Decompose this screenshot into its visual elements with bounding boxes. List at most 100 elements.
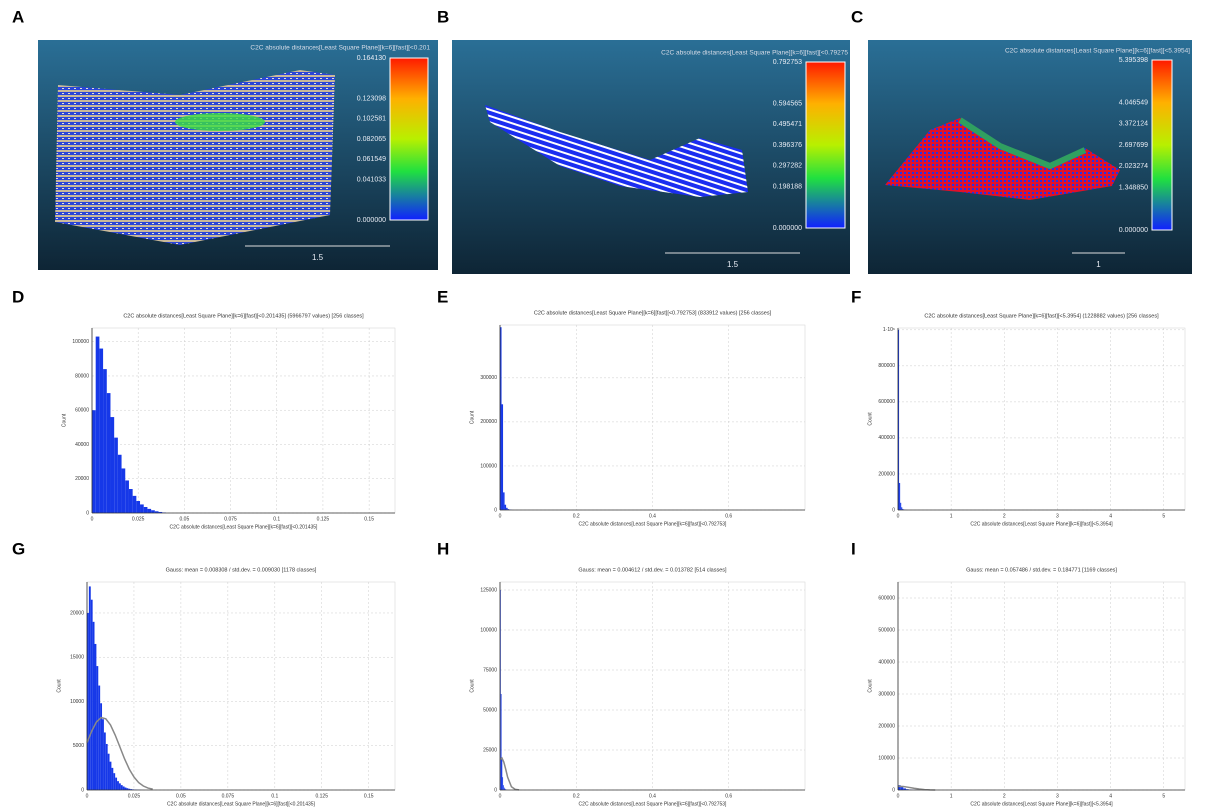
histogram-bar (503, 492, 505, 510)
x-axis-label: C2C absolute distances[Least Square Plan… (167, 801, 315, 807)
y-tick-label: 0 (81, 787, 84, 793)
scale-bar-label: 1.5 (312, 253, 324, 262)
color-bar-label: 3.372124 (1119, 121, 1148, 128)
x-tick-label: 5 (1162, 793, 1165, 799)
x-tick-label: 0.6 (725, 513, 732, 519)
color-bar-label: 0.594565 (773, 100, 802, 107)
color-bar (390, 58, 428, 220)
chart-title: C2C absolute distances[Least Square Plan… (924, 313, 1159, 319)
histogram-bar (140, 504, 144, 513)
x-tick-label: 0.4 (649, 513, 656, 519)
y-axis-label: Count (469, 679, 475, 693)
color-bar-label: 0.102581 (357, 116, 386, 123)
color-bar-label: 5.395398 (1119, 57, 1148, 64)
histogram-bar (91, 600, 93, 790)
histogram-bar (899, 483, 900, 510)
y-tick-label: 600000 (878, 595, 895, 601)
x-tick-label: 0.2 (573, 513, 580, 519)
y-axis-label: Count (61, 413, 67, 427)
plot-frame (92, 328, 395, 513)
x-tick-label: 0 (897, 793, 900, 799)
histogram-bar (901, 787, 904, 790)
color-bar-label: 0.000000 (773, 225, 802, 232)
point-cloud-highlight (175, 113, 265, 131)
x-tick-label: 0 (897, 513, 900, 519)
y-tick-label: 100000 (72, 339, 89, 345)
y-tick-label: 800000 (878, 363, 895, 369)
histogram-bar (96, 337, 100, 513)
histogram-bar (129, 489, 133, 513)
panel-label: A (12, 7, 24, 26)
y-tick-label: 300000 (480, 375, 497, 381)
y-tick-label: 200000 (878, 471, 895, 477)
histogram-bar (114, 438, 118, 513)
histogram-bar (113, 773, 115, 790)
y-tick-label: 125000 (480, 587, 497, 593)
x-tick-label: 1 (950, 793, 953, 799)
y-tick-label: 20000 (75, 476, 89, 482)
x-tick-label: 0 (499, 513, 502, 519)
y-axis-label: Count (867, 679, 873, 693)
histogram-bar (106, 744, 108, 790)
histogram-bar (95, 644, 97, 790)
histogram-bar (99, 349, 103, 513)
histogram-bar (92, 410, 96, 513)
x-tick-label: 0.025 (128, 793, 141, 799)
x-tick-label: 0.1 (271, 793, 278, 799)
y-tick-label: 0 (892, 507, 895, 513)
x-tick-label: 0.025 (132, 516, 145, 522)
color-bar-label: 2.697699 (1119, 142, 1148, 149)
histogram-bar (502, 758, 503, 790)
histogram-bar (144, 507, 148, 513)
y-tick-label: 40000 (75, 442, 89, 448)
histogram-bar (121, 785, 123, 790)
histogram-bar (117, 781, 119, 790)
x-tick-label: 0.1 (273, 516, 280, 522)
x-tick-label: 0 (499, 793, 502, 799)
color-bar-label: 0.164130 (357, 55, 386, 62)
y-tick-label: 20000 (70, 610, 84, 616)
render-title: C2C absolute distances[Least Square Plan… (1005, 48, 1190, 55)
y-tick-label: 60000 (75, 408, 89, 414)
histogram-bar (103, 369, 107, 513)
histogram-bar (147, 509, 151, 513)
histogram-bar (110, 417, 114, 513)
x-tick-label: 0.15 (364, 793, 374, 799)
histogram-bar (125, 480, 129, 513)
histogram-bar (502, 777, 503, 790)
x-axis-label: C2C absolute distances[Least Square Plan… (170, 524, 318, 530)
y-tick-label: 100000 (878, 755, 895, 761)
histogram-bar (151, 510, 155, 513)
histogram-bar (108, 754, 110, 790)
y-tick-label: 0 (494, 787, 497, 793)
histogram-bar (501, 694, 502, 790)
y-tick-label: 400000 (878, 659, 895, 665)
y-tick-label: 25000 (483, 747, 497, 753)
x-axis-label: C2C absolute distances[Least Square Plan… (970, 521, 1113, 527)
render-title: C2C absolute distances[Least Square Plan… (661, 50, 848, 57)
color-bar-label: 0.297282 (773, 163, 802, 170)
page: A B C D E F G H I C2C absolute distances… (0, 0, 1208, 808)
x-tick-label: 5 (1162, 513, 1165, 519)
x-tick-label: 0.075 (224, 516, 237, 522)
x-tick-label: 3 (1056, 513, 1059, 519)
x-axis-label: C2C absolute distances[Least Square Plan… (579, 801, 727, 807)
panel-label: E (437, 287, 448, 306)
panel-label: C (851, 7, 863, 26)
y-tick-label: 15000 (70, 655, 84, 661)
panel-label: D (12, 287, 24, 306)
y-tick-label: 75000 (483, 667, 497, 673)
histogram-bar (115, 778, 117, 790)
x-tick-label: 0.125 (317, 516, 330, 522)
x-tick-label: 0.075 (222, 793, 235, 799)
chart-title: Gauss: mean = 0.008308 / std.dev. = 0.00… (166, 567, 317, 573)
color-bar-label: 4.046549 (1119, 99, 1148, 106)
y-tick-label: 5000 (73, 743, 84, 749)
histogram-bar (96, 666, 98, 790)
histogram-bar (119, 783, 121, 790)
chart-title: C2C absolute distances[Least Square Plan… (534, 310, 772, 316)
y-tick-label: 0 (494, 507, 497, 513)
figure: A B C D E F G H I C2C absolute distances… (0, 0, 1208, 808)
scale-bar-label: 1.5 (727, 260, 739, 269)
histogram-bar (89, 586, 91, 790)
